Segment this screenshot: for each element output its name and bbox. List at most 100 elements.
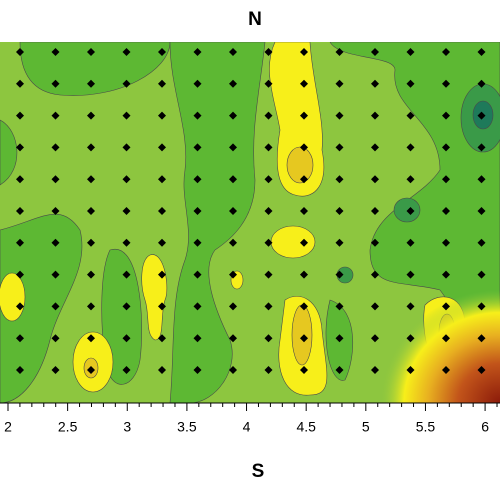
sample-point [406, 302, 415, 311]
sample-point [442, 79, 450, 88]
sample-point [193, 207, 202, 215]
sample-point [371, 79, 379, 88]
sample-point [335, 238, 344, 247]
sample-point [87, 302, 95, 311]
sample-point [122, 111, 131, 120]
sample-point [158, 111, 166, 120]
sample-point [16, 143, 24, 152]
sample-point [406, 270, 415, 279]
sample-point [51, 48, 60, 56]
sample-point [371, 175, 379, 184]
sample-point [122, 302, 131, 311]
sample-point [335, 111, 344, 120]
sample-point [229, 207, 237, 215]
sample-point [300, 207, 308, 215]
sample-point [477, 143, 486, 152]
sample-point [264, 334, 273, 343]
sample-point [229, 270, 237, 279]
x-tick-label: 3.5 [177, 419, 197, 435]
sample-point [477, 270, 486, 279]
sample-point [371, 270, 379, 279]
sample-point [87, 270, 95, 279]
sample-point [442, 270, 450, 279]
sample-point [335, 270, 344, 279]
sample-point [442, 143, 450, 152]
x-tick-label: 3 [123, 419, 131, 435]
sample-point [300, 79, 308, 88]
sample-point [16, 302, 24, 311]
sample-point [264, 270, 273, 279]
sample-point [158, 175, 166, 184]
sample-point [371, 238, 379, 247]
sample-point [158, 48, 166, 56]
chart-title: N [248, 9, 262, 30]
sample-point [158, 270, 166, 279]
sample-point [122, 366, 131, 374]
sample-point [16, 207, 24, 215]
sample-point [87, 334, 95, 343]
sample-point [87, 207, 95, 215]
sample-point [335, 143, 344, 152]
sample-point [229, 79, 237, 88]
sample-point [300, 302, 308, 311]
sample-point [406, 334, 415, 343]
sample-point [51, 302, 60, 311]
sample-point [371, 111, 379, 120]
sample-point [51, 143, 60, 152]
sample-point [229, 111, 237, 120]
sample-point [406, 111, 415, 120]
sample-point [477, 207, 486, 215]
sample-point [477, 366, 486, 374]
sample-point [300, 48, 308, 56]
sample-point [87, 143, 95, 152]
sample-point [335, 302, 344, 311]
sample-point [406, 175, 415, 184]
sample-point [406, 238, 415, 247]
sample-point [300, 270, 308, 279]
sample-point [335, 366, 344, 374]
sample-point [51, 334, 60, 343]
sample-point [442, 334, 450, 343]
sample-point [371, 334, 379, 343]
sample-point [193, 334, 202, 343]
sample-point [16, 48, 24, 56]
sample-point [229, 238, 237, 247]
sample-point [16, 111, 24, 120]
x-tick-label: 2 [4, 419, 12, 435]
sample-point [16, 79, 24, 88]
sample-point [193, 111, 202, 120]
sample-point [229, 302, 237, 311]
sample-point [406, 207, 415, 215]
sample-point [264, 366, 273, 374]
sample-point [442, 207, 450, 215]
sample-point [477, 175, 486, 184]
sample-point [335, 334, 344, 343]
sample-point [406, 366, 415, 374]
sample-point [51, 207, 60, 215]
sample-point [477, 238, 486, 247]
sample-point [122, 79, 131, 88]
sample-point [477, 334, 486, 343]
sample-point [158, 238, 166, 247]
sample-point [193, 270, 202, 279]
sample-point [371, 143, 379, 152]
sample-point [193, 302, 202, 311]
sample-point [300, 175, 308, 184]
x-tick-label: 2.5 [58, 419, 78, 435]
sample-point [229, 334, 237, 343]
sample-point [406, 79, 415, 88]
sample-point [193, 175, 202, 184]
sample-point [122, 270, 131, 279]
sample-point [158, 79, 166, 88]
sample-point [442, 48, 450, 56]
sample-point [442, 302, 450, 311]
sample-point [335, 79, 344, 88]
sample-point [229, 48, 237, 56]
sample-point [51, 175, 60, 184]
sample-point [122, 175, 131, 184]
sample-point [16, 270, 24, 279]
x-axis-label: S [252, 461, 265, 482]
sample-point [87, 366, 95, 374]
sample-point [406, 143, 415, 152]
sample-point [51, 111, 60, 120]
